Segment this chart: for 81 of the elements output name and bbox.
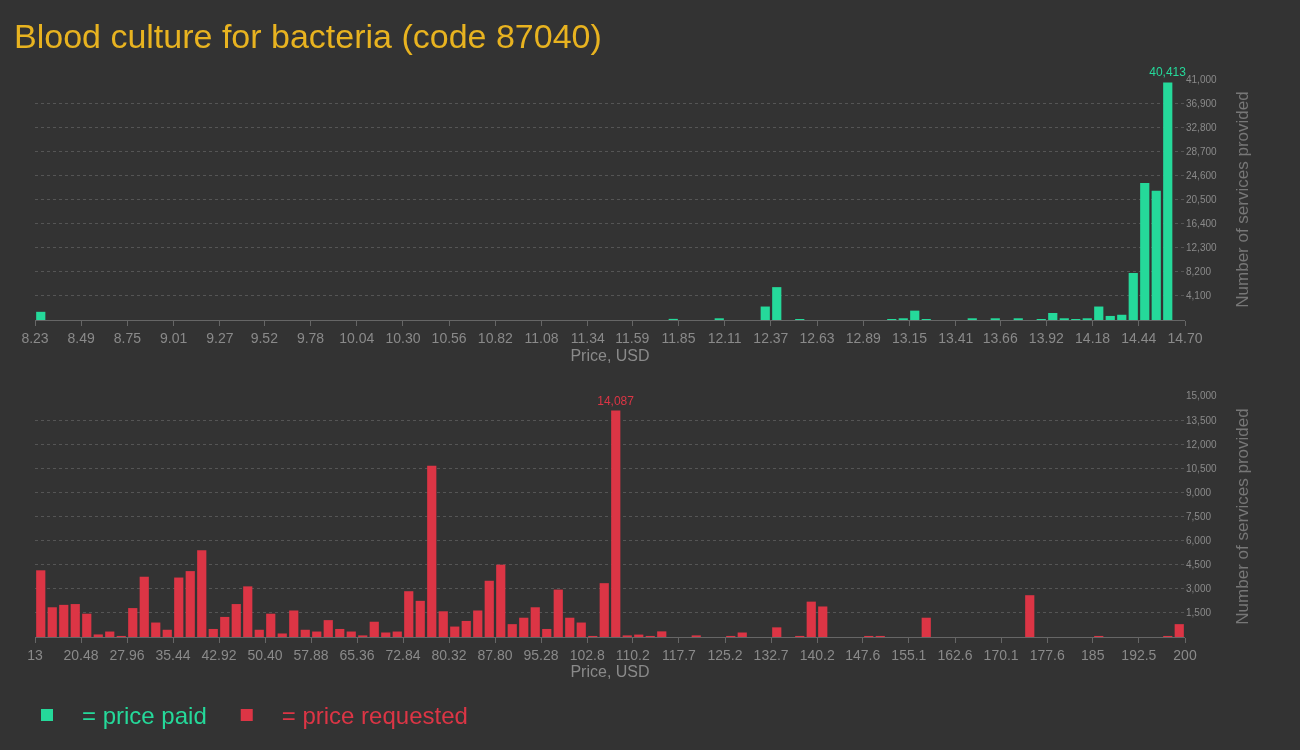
x-tick-label: 13.92 [1028, 329, 1065, 346]
x-tick-label: 27.96 [109, 646, 145, 663]
x-tick-label: 192.5 [1121, 646, 1157, 663]
x-tick-label: 11.59 [615, 329, 650, 346]
x-tick-label: 10.30 [385, 329, 421, 346]
y-tick-label: 8,200 [1186, 266, 1212, 278]
data-label: 40,413 [1149, 65, 1187, 80]
x-tick-label: 57.88 [293, 646, 329, 663]
y-tick-label: 24,600 [1186, 169, 1218, 181]
y-tick-label: 16,400 [1186, 218, 1218, 230]
x-tick-label: 14.70 [1167, 329, 1203, 346]
x-tick-label: 65.36 [339, 646, 375, 663]
y-tick-label: 32,800 [1186, 121, 1218, 133]
x-tick-label: 9.52 [250, 329, 279, 346]
data-label: 14,087 [597, 393, 635, 408]
y-tick-label: 9,000 [1186, 486, 1212, 498]
y-axis-title: Number of services provided [1233, 408, 1253, 625]
legend-label: = price requested [281, 702, 468, 730]
x-tick-label: 14.18 [1075, 329, 1111, 346]
x-tick-label: 35.44 [155, 646, 191, 663]
y-tick-label: 6,000 [1186, 535, 1212, 547]
x-tick-label: 72.84 [385, 646, 421, 663]
x-tick-label: 8.49 [67, 329, 96, 346]
x-tick-label: 9.27 [206, 329, 234, 346]
legend-label: = price paid [82, 702, 207, 730]
y-tick-label: 20,500 [1186, 194, 1218, 206]
y-tick-label: 12,300 [1186, 242, 1218, 254]
x-tick-label: 13.66 [982, 329, 1018, 346]
x-tick-label: 140.2 [799, 646, 835, 663]
x-tick-label: 12.11 [707, 329, 742, 346]
x-tick-label: 8.23 [21, 329, 49, 346]
x-tick-label: 11.85 [661, 329, 696, 346]
x-tick-label: 87.80 [477, 646, 513, 663]
x-tick-label: 13.41 [938, 329, 974, 346]
x-tick-label: 9.01 [160, 329, 188, 346]
x-tick-label: 185 [1081, 646, 1105, 663]
x-axis-title: Price, USD [570, 346, 650, 364]
x-tick-label: 95.28 [523, 646, 559, 663]
x-tick-label: 10.82 [477, 329, 514, 346]
y-tick-label: 12,000 [1186, 438, 1218, 450]
x-tick-label: 9.78 [296, 329, 325, 346]
y-tick-label: 1,500 [1186, 607, 1212, 619]
x-tick-label: 10.04 [339, 329, 375, 346]
x-tick-label: 170.1 [983, 646, 1019, 663]
x-tick-label: 80.32 [431, 646, 467, 663]
x-tick-label: 50.40 [247, 646, 283, 663]
y-tick-label: 15,000 [1186, 390, 1218, 402]
x-tick-label: 177.6 [1029, 646, 1065, 663]
x-tick-label: 11.08 [524, 329, 559, 346]
y-tick-label: 41,000 [1186, 73, 1218, 85]
x-tick-label: 20.48 [63, 646, 99, 663]
y-tick-label: 10,500 [1186, 462, 1218, 474]
x-tick-label: 110.2 [615, 646, 650, 663]
y-tick-label: 4,100 [1186, 290, 1212, 302]
y-tick-label: 4,500 [1186, 559, 1212, 571]
x-tick-label: 42.92 [201, 646, 237, 663]
x-tick-label: 117.7 [661, 646, 697, 663]
x-tick-label: 10.56 [431, 329, 467, 346]
y-tick-label: 36,900 [1186, 97, 1218, 109]
x-tick-label: 147.6 [845, 646, 881, 663]
y-axis-title: Number of services provided [1233, 91, 1253, 308]
x-tick-label: 12.63 [799, 329, 835, 346]
x-tick-label: 12.89 [845, 329, 881, 346]
x-tick-label: 125.2 [707, 646, 743, 663]
x-tick-label: 155.1 [891, 646, 927, 663]
x-tick-label: 200 [1173, 646, 1197, 663]
x-tick-label: 11.34 [570, 329, 605, 346]
x-tick-label: 162.6 [937, 646, 973, 663]
y-tick-label: 28,700 [1186, 145, 1218, 157]
y-tick-label: 3,000 [1186, 583, 1212, 595]
x-tick-label: 14.44 [1121, 329, 1157, 346]
chart-title: Blood culture for bacteria (code 87040) [14, 17, 602, 55]
x-tick-label: 132.7 [753, 646, 789, 663]
x-tick-label: 12.37 [753, 329, 789, 346]
x-tick-label: 8.75 [113, 329, 142, 346]
x-tick-label: 13 [27, 646, 43, 663]
y-tick-label: 7,500 [1186, 510, 1212, 522]
y-tick-label: 13,500 [1186, 414, 1218, 426]
x-tick-label: 102.8 [569, 646, 605, 663]
x-axis-title: Price, USD [570, 663, 650, 681]
x-tick-label: 13.15 [891, 329, 928, 346]
